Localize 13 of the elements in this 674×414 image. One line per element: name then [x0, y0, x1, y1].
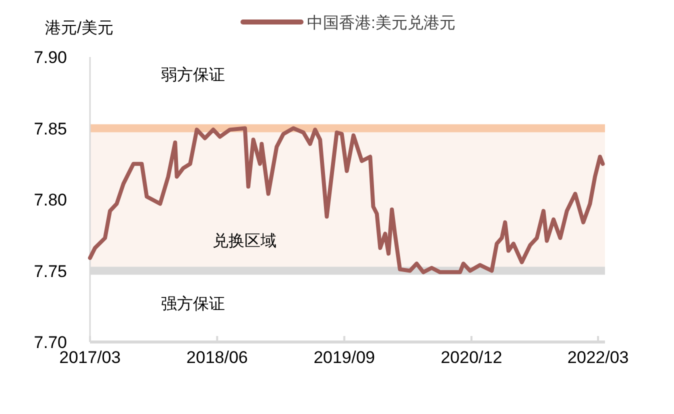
x-tick-label: 2020/12	[440, 348, 502, 367]
y-tick-label: 7.85	[34, 119, 67, 138]
ref-line-label: 强方保证	[161, 295, 225, 313]
y-tick-label: 7.90	[34, 48, 67, 67]
y-tick-label: 7.75	[34, 262, 67, 281]
x-tick-label: 2018/06	[186, 348, 248, 367]
ref-line-label: 弱方保证	[161, 66, 225, 84]
legend-label: 中国香港:美元兑港元	[307, 14, 456, 32]
y-axis-title: 港元/美元	[45, 19, 114, 37]
x-tick-label: 2019/09	[314, 348, 376, 367]
y-tick-label: 7.80	[34, 190, 67, 210]
band-label: 兑换区域	[212, 232, 276, 250]
x-tick-label: 2022/03	[567, 348, 629, 367]
